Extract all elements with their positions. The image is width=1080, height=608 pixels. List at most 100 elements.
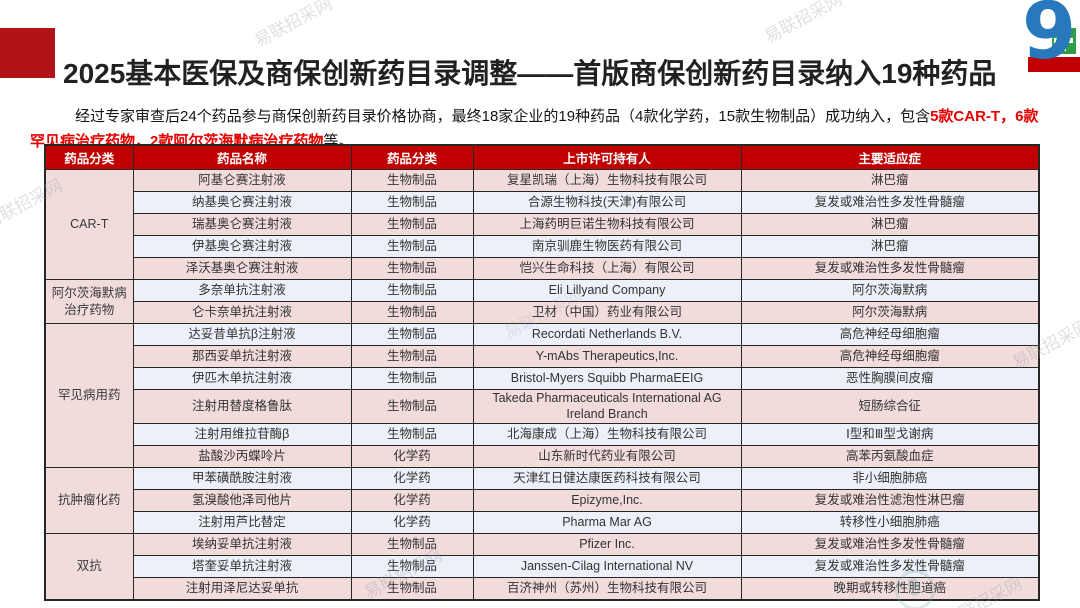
drug-name-cell: 伊基奥仑赛注射液 (132, 235, 352, 258)
indication-cell: 复发或难治性滤泡性淋巴瘤 (740, 488, 1040, 512)
holder-cell: Bristol-Myers Squibb PharmaEEIG (472, 367, 742, 390)
drug-type-cell: 化学药 (350, 466, 474, 490)
table-row: 伊基奥仑赛注射液 生物制品 南京驯鹿生物医药有限公司 淋巴瘤 (45, 235, 1040, 258)
table-row: 罕见病用药 达妥昔单抗β注射液 生物制品 Recordati Netherlands … (44, 323, 1040, 468)
indication-cell: 高危神经母细胞瘤 (740, 323, 1040, 346)
drug-type-cell: 生物制品 (350, 554, 474, 578)
drug-name-cell: 多奈单抗注射液 (132, 279, 352, 302)
table-row: 仑卡奈单抗注射液 生物制品 卫材（中国）药业有限公司 阿尔茨海默病 (45, 301, 1040, 324)
table-row: CAR-T 阿基仑赛注射液 生物制品 复星凯瑞（上海）生物科技有限公司 淋巴瘤 (44, 169, 1040, 280)
indication-cell: 阿尔茨海默病 (740, 301, 1040, 324)
drug-name-cell: 伊匹木单抗注射液 (132, 367, 352, 390)
table-body: CAR-T 阿基仑赛注射液 生物制品 复星凯瑞（上海）生物科技有限公司 淋巴瘤 纳基奥仑赛… (44, 169, 1040, 600)
column-header-drug-type: 药品分类 (350, 144, 474, 170)
drug-name-cell: 注射用泽尼达妥单抗 (132, 576, 352, 600)
drug-name-cell: 埃纳妥单抗注射液 (132, 532, 352, 556)
drug-type-cell: 化学药 (350, 488, 474, 512)
drug-name-cell: 泽沃基奥仑赛注射液 (132, 257, 352, 280)
holder-cell: Y-mAbs Therapeutics,Inc. (472, 345, 742, 368)
holder-cell: 卫材（中国）药业有限公司 (472, 301, 742, 324)
drug-type-cell: 生物制品 (350, 213, 474, 236)
holder-cell: 恺兴生命科技（上海）有限公司 (472, 257, 742, 280)
column-header-holder: 上市许可持有人 (472, 144, 742, 170)
drug-type-cell: 生物制品 (350, 532, 474, 556)
drug-name-cell: 达妥昔单抗β注射液 (132, 323, 352, 346)
table-row: 瑞基奥仑赛注射液 生物制品 上海药明巨诺生物科技有限公司 淋巴瘤 (45, 213, 1040, 236)
indication-cell: 高苯丙氨酸血症 (740, 444, 1040, 468)
holder-cell: Janssen-Cilag International NV (472, 554, 742, 578)
table-row: 泽沃基奥仑赛注射液 生物制品 恺兴生命科技（上海）有限公司 复发或难治性多发性骨髓瘤 (45, 257, 1040, 280)
holder-cell: 山东新时代药业有限公司 (472, 444, 742, 468)
table-row: 抗肿瘤化药 甲苯磺酰胺注射液 化学药 天津红日健达康医药科技有限公司 非小细胞肺癌 (44, 466, 1040, 534)
indication-cell: 淋巴瘤 (740, 213, 1040, 236)
table-row: 氢溴酸他泽司他片 化学药 Epizyme,Inc. 复发或难治性滤泡性淋巴瘤 (45, 488, 1040, 512)
holder-cell: 合源生物科技(天津)有限公司 (472, 191, 742, 214)
drug-name-cell: 氢溴酸他泽司他片 (132, 488, 352, 512)
drug-name-cell: 塔奎妥单抗注射液 (132, 554, 352, 578)
title-accent-block (0, 28, 55, 78)
drug-table: 药品分类 药品名称 药品分类 上市许可持有人 主要适应症 CAR-T 阿基仑赛注射… (44, 144, 1040, 601)
table-row: 注射用泽尼达妥单抗 生物制品 百济神州（苏州）生物科技有限公司 晚期或转移性胆道癌 (45, 576, 1040, 600)
indication-cell: 短肠综合征 (740, 389, 1040, 424)
holder-cell: 上海药明巨诺生物科技有限公司 (472, 213, 742, 236)
table-row: 那西妥单抗注射液 生物制品 Y-mAbs Therapeutics,Inc. 高危神经… (45, 345, 1040, 368)
drug-name-cell: 纳基奥仑赛注射液 (132, 191, 352, 214)
table-row: 纳基奥仑赛注射液 生物制品 合源生物科技(天津)有限公司 复发或难治性多发性骨髓瘤 (45, 191, 1040, 214)
watermark-text: 易联招采网 (251, 0, 336, 51)
holder-cell: 复星凯瑞（上海）生物科技有限公司 (472, 169, 742, 192)
holder-cell: 百济神州（苏州）生物科技有限公司 (472, 576, 742, 600)
holder-cell: 天津红日健达康医药科技有限公司 (472, 466, 742, 490)
holder-cell: Pfizer Inc. (472, 532, 742, 556)
table-row: 双抗 埃纳妥单抗注射液 生物制品 Pfizer Inc. 复发或难治性多发性骨髓瘤 (44, 532, 1040, 600)
drug-type-cell: 化学药 (350, 510, 474, 534)
drug-name-cell: 阿基仑赛注射液 (132, 169, 352, 192)
drug-type-cell: 生物制品 (350, 422, 474, 446)
drug-name-cell: 盐酸沙丙蝶呤片 (132, 444, 352, 468)
drug-type-cell: 生物制品 (350, 279, 474, 302)
drug-name-cell: 注射用替度格鲁肽 (132, 389, 352, 424)
indication-cell: 高危神经母细胞瘤 (740, 345, 1040, 368)
drug-type-cell: 生物制品 (350, 169, 474, 192)
holder-cell: Takeda Pharmaceuticals International AG … (472, 389, 742, 424)
table-row: 塔奎妥单抗注射液 生物制品 Janssen-Cilag International … (45, 554, 1040, 578)
drug-name-cell: 注射用维拉苷酶β (132, 422, 352, 446)
category-cell: 罕见病用药 (44, 323, 134, 468)
drug-name-cell: 那西妥单抗注射液 (132, 345, 352, 368)
category-cell: 双抗 (44, 532, 134, 600)
indication-cell: 复发或难治性多发性骨髓瘤 (740, 554, 1040, 578)
indication-cell: 淋巴瘤 (740, 235, 1040, 258)
drug-type-cell: 生物制品 (350, 323, 474, 346)
indication-cell: 晚期或转移性胆道癌 (740, 576, 1040, 600)
intro-text: 经过专家审查后24个药品参与商保创新药目录价格协商，最终18家企业的19种药品（… (75, 108, 931, 125)
table-header-row: 药品分类 药品名称 药品分类 上市许可持有人 主要适应症 (44, 144, 1040, 170)
table-row: 盐酸沙丙蝶呤片 化学药 山东新时代药业有限公司 高苯丙氨酸血症 (45, 444, 1040, 468)
drug-name-cell: 瑞基奥仑赛注射液 (132, 213, 352, 236)
yilian-zhaocai-logo: 9 (1022, 0, 1080, 78)
indication-cell: Ⅰ型和Ⅲ型戈谢病 (740, 422, 1040, 446)
drug-name-cell: 注射用芦比替定 (132, 510, 352, 534)
drug-type-cell: 生物制品 (350, 389, 474, 424)
category-cell: 阿尔茨海默病治疗药物 (44, 279, 134, 324)
drug-type-cell: 化学药 (350, 444, 474, 468)
table-row: 阿尔茨海默病治疗药物 多奈单抗注射液 生物制品 Eli Lillyand Compan… (44, 279, 1040, 324)
drug-type-cell: 生物制品 (350, 235, 474, 258)
watermark-text: 易联招采网 (761, 0, 846, 47)
indication-cell: 转移性小细胞肺癌 (740, 510, 1040, 534)
drug-type-cell: 生物制品 (350, 301, 474, 324)
indication-cell: 非小细胞肺癌 (740, 466, 1040, 490)
holder-cell: Recordati Netherlands B.V. (472, 323, 742, 346)
indication-cell: 复发或难治性多发性骨髓瘤 (740, 532, 1040, 556)
page-title: 2025基本医保及商保创新药目录调整——首版商保创新药目录纳入19种药品 (63, 57, 997, 89)
indication-cell: 复发或难治性多发性骨髓瘤 (740, 257, 1040, 280)
drug-type-cell: 生物制品 (350, 257, 474, 280)
logo-icon: 9 (1022, 0, 1080, 77)
table-row: 伊匹木单抗注射液 生物制品 Bristol-Myers Squibb PharmaE… (45, 367, 1040, 390)
category-cell: 抗肿瘤化药 (44, 466, 134, 534)
indication-cell: 淋巴瘤 (740, 169, 1040, 192)
drug-type-cell: 生物制品 (350, 345, 474, 368)
svg-text:9: 9 (1022, 0, 1076, 77)
table-row: 注射用维拉苷酶β 生物制品 北海康成（上海）生物科技有限公司 Ⅰ型和Ⅲ型戈谢病 (45, 422, 1040, 446)
column-header-drug-name: 药品名称 (132, 144, 352, 170)
drug-type-cell: 生物制品 (350, 576, 474, 600)
